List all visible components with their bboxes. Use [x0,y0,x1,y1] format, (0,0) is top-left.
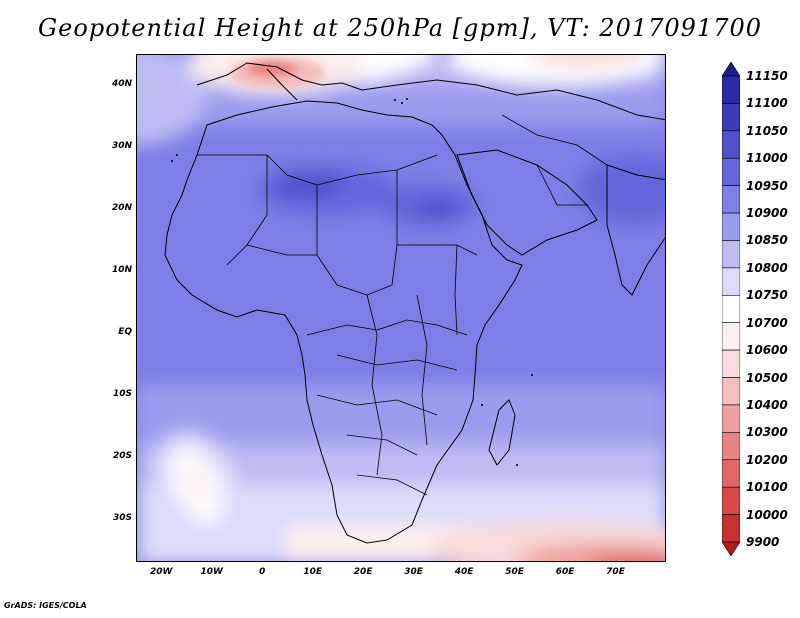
africa-coastline [164,100,523,544]
italy-trough-shading [229,57,325,89]
colorbar-level-label: 11000 [746,151,788,166]
colorbar [722,62,740,556]
chart-title: Geopotential Height at 250hPa [gpm], VT:… [38,14,762,42]
lat-tick-label: 20S [112,450,132,461]
colorbar-swatch [722,75,740,104]
colorbar-swatch [722,294,740,324]
colorbar-level-label: 11150 [746,69,788,83]
colorbar-level-label: 10800 [746,260,788,275]
lon-tick-label: 20E [353,567,373,577]
lon-tick-label: 0 [259,567,266,577]
colorbar-level-label: 10750 [746,288,788,303]
colorbar-swatch [722,240,740,269]
colorbar-swatch [722,349,740,378]
colorbar-swatch [722,185,740,214]
lat-tick-label: EQ [118,326,132,337]
colorbar-level-label: 10600 [746,343,788,358]
colorbar-level-label: 10900 [746,206,788,221]
lon-tick-label: 30E [404,567,423,577]
colorbar-level-label: 10850 [746,233,788,248]
europe-coastline [196,62,665,121]
map-svg [137,55,665,561]
colorbar-swatch [722,103,740,132]
india-coastline [606,164,665,296]
colorbar-level-label: 10700 [746,315,788,330]
colorbar-level-label: 10950 [746,178,788,193]
lon-tick-label: 20W [150,567,173,577]
lon-tick-label: 60E [555,567,575,577]
lat-tick-label: 30S [112,512,132,523]
map-plot-area [136,54,666,562]
islands [171,98,533,466]
colorbar-swatch [722,486,740,515]
lat-tick-label: 10N [111,264,132,275]
lon-tick-label: 70E [606,567,625,577]
colorbar-swatch [722,130,740,159]
colorbar-swatch [722,212,740,241]
colorbar-level-label: 11050 [746,123,788,138]
lat-tick-label: 20N [111,202,132,213]
lon-tick-label: 10E [303,567,322,577]
coastlines [164,62,665,544]
lat-tick-label: 10S [112,388,132,399]
colorbar-level-label: 10200 [746,452,788,467]
colorbar-swatch [722,404,740,433]
colorbar-bottom-triangle [722,541,740,556]
lat-tick-label: 30N [111,140,132,151]
colorbar-level-label: 10500 [746,370,788,385]
colorbar-level-label: 10400 [746,397,788,412]
grads-credit: GrADS: IGES/COLA [4,601,87,610]
colorbar-level-label: 10300 [746,425,788,440]
lon-tick-label: 50E [505,567,524,577]
country-borders [197,114,608,496]
colorbar-swatch [722,377,740,406]
colorbar-swatch [722,322,740,351]
colorbar-top-triangle [722,62,740,77]
colorbar-level-label: 10000 [746,507,788,522]
colorbar-swatch [722,432,740,461]
colorbar-level-label: 10100 [746,480,788,495]
colorbar-swatch [722,157,740,186]
madagascar-coastline [488,399,516,466]
colorbar-level-label: 11100 [746,96,788,111]
colorbar-swatch [722,514,740,543]
colorbar-swatch [722,267,740,296]
lon-tick-label: 40E [454,567,474,577]
lon-tick-label: 10W [200,567,223,577]
colorbar-swatch [722,459,740,488]
lat-tick-label: 40N [111,78,132,89]
colorbar-level-label: 9900 [746,535,780,549]
